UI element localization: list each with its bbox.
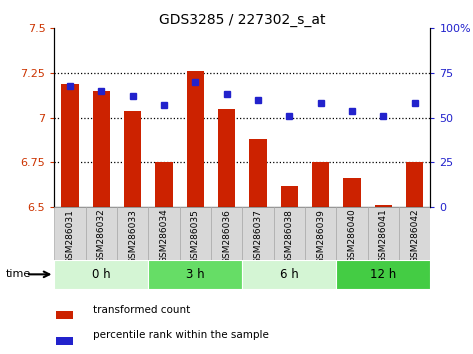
Text: GSM286041: GSM286041: [379, 209, 388, 263]
Bar: [117, 207, 149, 260]
Bar: [406, 162, 423, 207]
Text: percentile rank within the sample: percentile rank within the sample: [93, 330, 269, 340]
Bar: [312, 162, 329, 207]
Bar: [124, 110, 141, 207]
Text: 12 h: 12 h: [370, 268, 396, 281]
Bar: [56, 337, 73, 345]
Bar: [274, 207, 305, 260]
Text: GSM286038: GSM286038: [285, 209, 294, 264]
Bar: [54, 260, 149, 289]
Bar: [218, 109, 236, 207]
Bar: [180, 207, 211, 260]
Bar: [399, 207, 430, 260]
Text: 0 h: 0 h: [92, 268, 111, 281]
Text: GSM286031: GSM286031: [66, 209, 75, 264]
Text: 3 h: 3 h: [186, 268, 205, 281]
Bar: [336, 260, 430, 289]
Text: GSM286039: GSM286039: [316, 209, 325, 264]
Text: GSM286040: GSM286040: [348, 209, 357, 263]
Bar: [211, 207, 243, 260]
Bar: [54, 207, 86, 260]
Bar: [375, 205, 392, 207]
Bar: [243, 260, 336, 289]
Bar: [149, 260, 243, 289]
Bar: [336, 207, 368, 260]
Bar: [305, 207, 336, 260]
Bar: [93, 91, 110, 207]
Text: GSM286037: GSM286037: [254, 209, 263, 264]
Text: GSM286032: GSM286032: [97, 209, 106, 263]
Bar: [343, 178, 361, 207]
Bar: [187, 71, 204, 207]
Text: GSM286042: GSM286042: [410, 209, 419, 263]
Text: 6 h: 6 h: [280, 268, 299, 281]
Bar: [281, 185, 298, 207]
Text: GSM286034: GSM286034: [159, 209, 168, 263]
Bar: [243, 207, 274, 260]
Bar: [86, 207, 117, 260]
Bar: [249, 139, 267, 207]
Bar: [149, 207, 180, 260]
Text: GSM286035: GSM286035: [191, 209, 200, 264]
Bar: [368, 207, 399, 260]
Text: GSM286036: GSM286036: [222, 209, 231, 264]
Text: GSM286033: GSM286033: [128, 209, 137, 264]
Bar: [56, 312, 73, 319]
Text: transformed count: transformed count: [93, 305, 190, 315]
Title: GDS3285 / 227302_s_at: GDS3285 / 227302_s_at: [159, 13, 326, 27]
Bar: [156, 162, 173, 207]
Text: time: time: [6, 269, 31, 279]
Bar: [61, 84, 79, 207]
